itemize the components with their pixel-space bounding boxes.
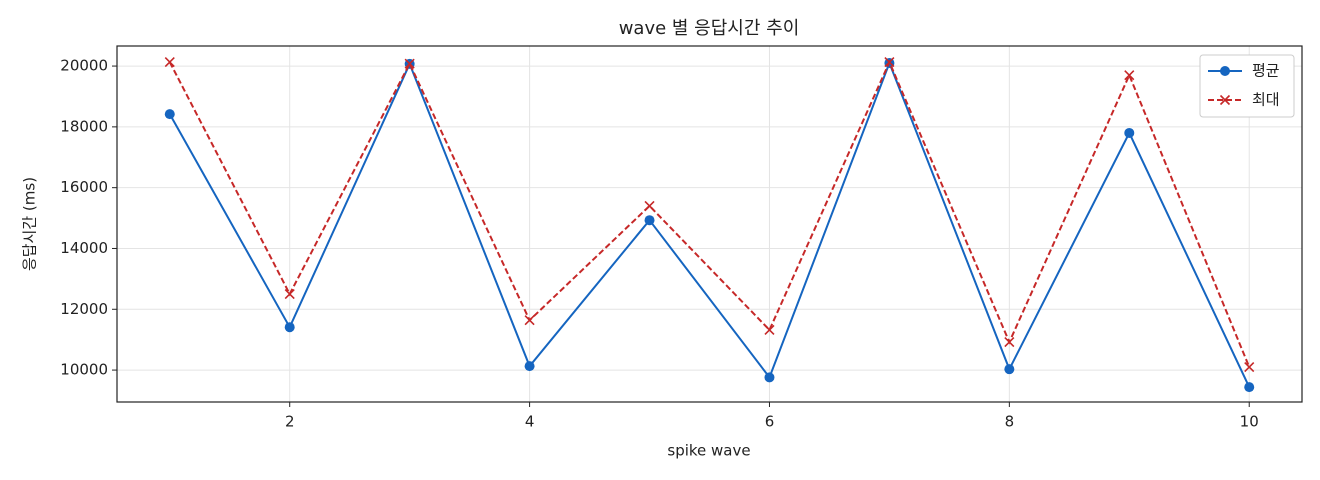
marker <box>284 289 295 300</box>
x-axis-label: spike wave <box>667 442 750 460</box>
marker <box>884 57 895 68</box>
x-tick-label: 2 <box>285 413 295 431</box>
y-tick-label: 20000 <box>60 57 108 75</box>
marker <box>284 322 295 333</box>
plot <box>164 57 1255 393</box>
marker <box>1124 127 1135 138</box>
chart-title: wave 별 응답시간 추이 <box>619 18 800 39</box>
marker <box>404 58 415 69</box>
x-tick-label: 6 <box>765 413 775 431</box>
y-tick-label: 16000 <box>60 178 108 196</box>
plot-frame <box>116 45 1303 403</box>
marker <box>764 324 775 336</box>
marker <box>1220 66 1230 76</box>
series-line <box>168 59 1251 368</box>
marker <box>644 215 655 226</box>
marker <box>1124 70 1135 81</box>
marker <box>1004 337 1015 348</box>
x-tick-label: 4 <box>525 413 535 431</box>
grid <box>117 46 1302 402</box>
marker <box>164 57 175 68</box>
series-line <box>168 60 1251 388</box>
y-tick-label: 14000 <box>60 239 108 257</box>
marker <box>524 315 535 326</box>
marker <box>524 361 535 372</box>
y-tick-label: 18000 <box>60 117 108 135</box>
legend-label: 평균 <box>1252 62 1280 80</box>
marker <box>164 109 175 120</box>
marker <box>764 372 775 383</box>
y-tick-label: 10000 <box>60 361 108 379</box>
legend-box <box>1199 54 1295 118</box>
x-tick-label: 8 <box>1005 413 1015 431</box>
marker <box>1219 94 1231 106</box>
marker <box>644 200 655 211</box>
marker <box>1244 382 1255 393</box>
legend-label: 최대 <box>1252 91 1280 109</box>
marker <box>1244 361 1255 373</box>
y-tick-label: 12000 <box>60 300 108 318</box>
x-tick-label: 10 <box>1240 413 1259 431</box>
marker <box>1004 364 1015 375</box>
y-axis-label: 응답시간 (ms) <box>21 177 39 271</box>
